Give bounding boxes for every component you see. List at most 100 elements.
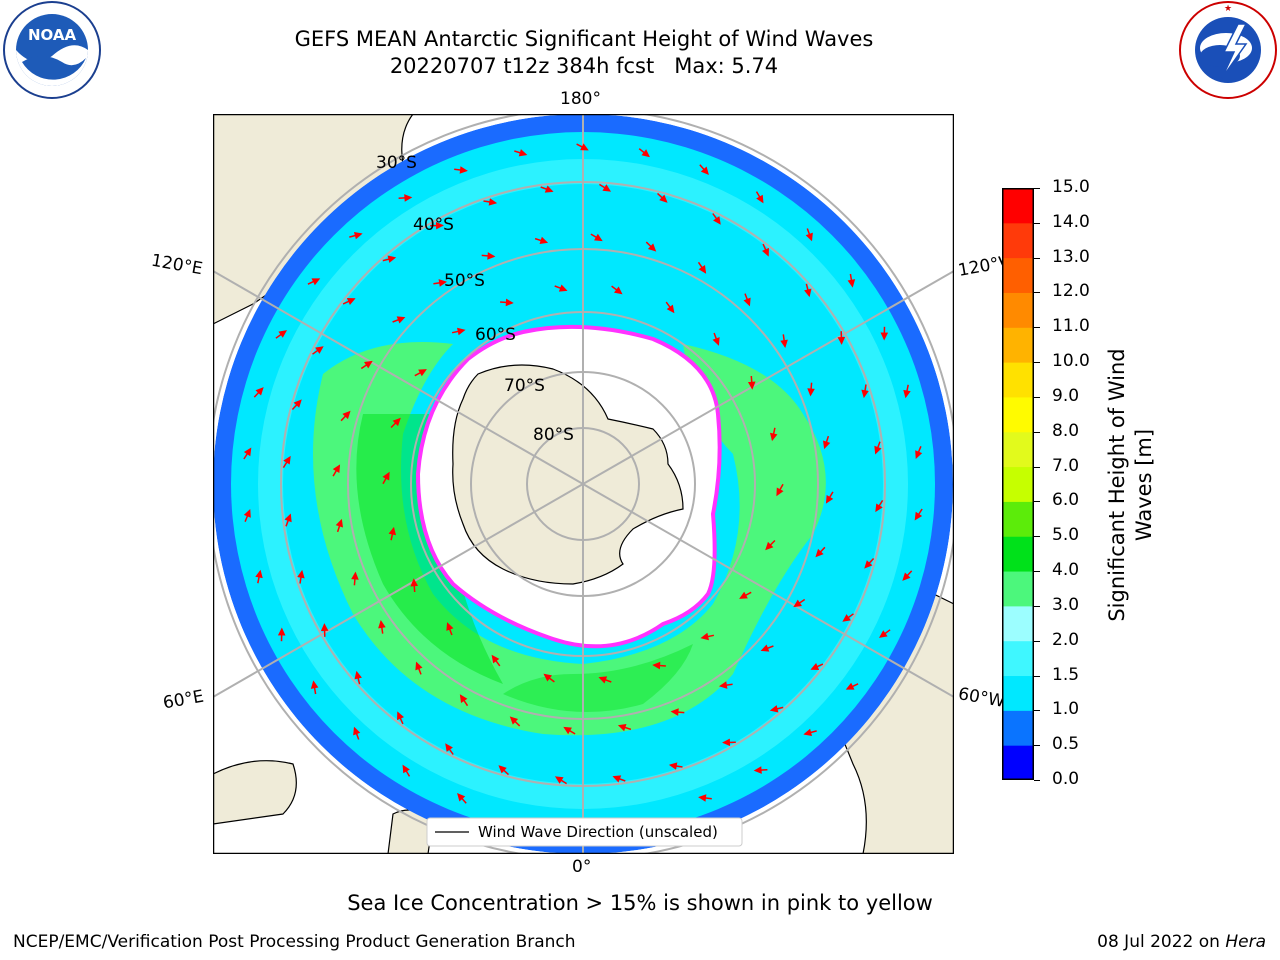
wave-arrow-head — [861, 389, 869, 399]
wave-arrow-head — [364, 360, 373, 369]
colorbar-tick-mark — [1034, 431, 1040, 433]
colorbar-tick-label: 9.0 — [1052, 385, 1080, 406]
colorbar-segment — [1002, 431, 1034, 468]
colorbar-tick-mark — [1034, 710, 1040, 712]
wave-arrow-head — [864, 560, 873, 569]
wave-arrow-head — [404, 194, 413, 202]
wave-arrow-head — [612, 775, 622, 783]
wave-arrow-head — [283, 455, 291, 465]
wave-arrow-head — [760, 644, 770, 652]
colorbar-tick-label: 1.0 — [1052, 699, 1080, 720]
wave-arrow-head — [563, 726, 572, 735]
wave-arrow-head — [518, 149, 528, 157]
wave-arrow-head — [713, 216, 721, 225]
colorbar-tick-label: 0.5 — [1052, 734, 1080, 755]
wave-arrow-head — [459, 166, 468, 174]
lon-label-180: 180° — [560, 89, 601, 109]
wave-arrow-head — [580, 143, 589, 151]
footer-date: 08 Jul 2022 on Hera — [1097, 932, 1266, 952]
wave-arrow-head — [617, 723, 627, 732]
wave-arrow-head — [700, 632, 709, 641]
lat-label-30s: 30°S — [376, 153, 417, 173]
colorbar-tick-label: 15.0 — [1052, 177, 1090, 197]
wave-arrow-head — [641, 149, 650, 158]
wave-arrow-head — [402, 764, 410, 774]
wave-arrow-head — [342, 410, 351, 420]
wave-arrow-head — [647, 243, 657, 252]
wave-arrow-head — [311, 278, 321, 286]
lon-label-0: 0° — [572, 857, 592, 877]
wave-arrow-head — [903, 389, 911, 399]
colorbar-segment — [1002, 327, 1034, 363]
colorbar-segment — [1002, 745, 1034, 780]
lat-label-70s: 70°S — [504, 376, 545, 396]
wave-arrow-head — [822, 440, 831, 450]
colorbar-tick-label: 2.0 — [1052, 629, 1080, 650]
colorbar-tick-mark — [1034, 292, 1040, 294]
wave-arrow-head — [505, 298, 514, 307]
wave-arrow-head — [446, 622, 454, 631]
wave-arrow-head — [353, 231, 363, 240]
colorbar-segment — [1002, 675, 1034, 711]
wave-arrow-head — [698, 265, 707, 274]
lon-label-120e: 120°E — [149, 250, 205, 280]
colorbar-tick-label: 11.0 — [1052, 316, 1090, 337]
wave-arrow-head — [243, 509, 251, 518]
footer-credit: NCEP/EMC/Verification Post Processing Pr… — [13, 932, 576, 952]
wave-arrow-head — [487, 252, 496, 260]
wave-arrow-head — [554, 776, 564, 784]
wave-arrow-head — [804, 288, 812, 298]
wave-arrow-head — [837, 336, 846, 345]
wave-arrow-head — [459, 694, 468, 703]
title-line-2: 20220707 t12z 384h fcst Max: 5.74 — [389, 54, 779, 78]
noaa-logo-text: NOAA — [28, 26, 77, 44]
noaa-logo: NOAA — [3, 1, 101, 99]
wave-arrow-head — [378, 619, 386, 629]
colorbar-tick-mark — [1034, 745, 1040, 747]
colorbar-tick-mark — [1034, 257, 1040, 259]
wave-arrow-head — [668, 762, 678, 770]
wave-arrow-head — [438, 279, 448, 287]
colorbar-segment — [1002, 466, 1034, 502]
colorbar-tick-label: 1.5 — [1052, 664, 1080, 685]
wave-arrow-head — [878, 630, 888, 638]
nws-logo: ★ — [1179, 1, 1277, 99]
wave-arrow-head — [652, 661, 661, 670]
colorbar-tick-label: 14.0 — [1052, 211, 1090, 232]
wave-arrow-head — [278, 330, 288, 338]
wave-arrow-head — [392, 417, 401, 427]
wave-arrow-head — [874, 445, 882, 455]
wave-arrow-head — [765, 541, 774, 551]
colorbar-segment — [1002, 188, 1034, 224]
sea-ice-note: Sea Ice Concentration > 15% is shown in … — [347, 891, 933, 915]
svg-text:★: ★ — [1224, 4, 1232, 14]
colorbar-segment — [1002, 362, 1034, 398]
wave-arrow-head — [509, 716, 519, 725]
colorbar-segment — [1002, 501, 1034, 537]
colorbar-tick-mark — [1034, 327, 1040, 329]
wave-arrow-head — [293, 399, 302, 408]
wave-arrow-head — [712, 337, 720, 346]
wave-arrow-head — [353, 726, 361, 736]
colorbar-tick-mark — [1034, 640, 1040, 642]
colorbar-tick-mark — [1034, 571, 1040, 573]
wave-arrow-head — [769, 432, 778, 442]
colorbar-tick-mark — [1034, 501, 1040, 503]
colorbar-tick-mark — [1034, 362, 1040, 364]
wave-arrow-head — [255, 387, 264, 396]
polar-map: 30°S 40°S 50°S 60°S 70°S 80°S Wind Wave … — [213, 114, 954, 854]
wave-arrow-head — [320, 623, 329, 632]
lat-label-50s: 50°S — [444, 271, 485, 291]
wave-arrow-head — [670, 708, 679, 716]
wave-arrow-head — [388, 526, 397, 536]
lat-label-60s: 60°S — [475, 325, 516, 345]
wave-arrow-head — [488, 198, 498, 206]
wave-arrow-head — [602, 184, 612, 192]
colorbar-segment — [1002, 257, 1034, 293]
wave-arrow-head — [332, 464, 341, 473]
colorbar-tick-mark — [1034, 675, 1040, 677]
colorbar-tick-mark — [1034, 466, 1040, 468]
wave-direction-arrows — [243, 143, 923, 804]
wave-arrow-head — [491, 654, 500, 664]
wave-arrow-head — [335, 518, 344, 528]
